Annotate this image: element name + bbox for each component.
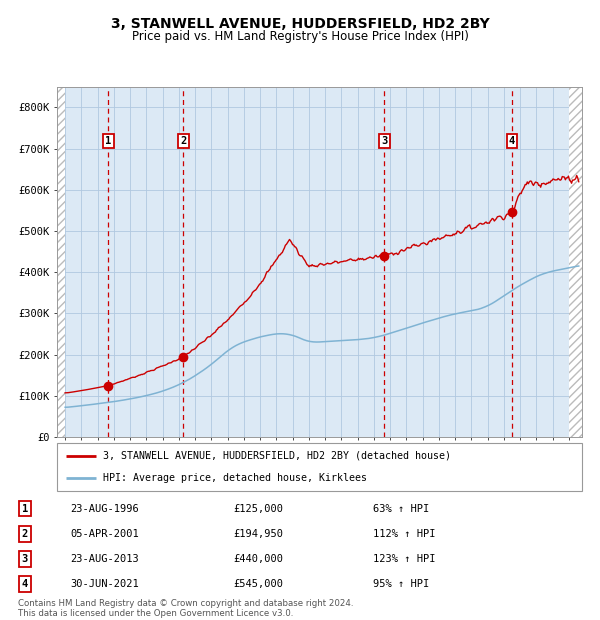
Text: 2: 2	[180, 136, 186, 146]
Text: 3: 3	[381, 136, 388, 146]
Bar	[57, 87, 65, 437]
Text: HPI: Average price, detached house, Kirklees: HPI: Average price, detached house, Kirk…	[103, 473, 367, 483]
Text: Price paid vs. HM Land Registry's House Price Index (HPI): Price paid vs. HM Land Registry's House …	[131, 30, 469, 43]
Text: 95% ↑ HPI: 95% ↑ HPI	[373, 579, 429, 589]
Text: £440,000: £440,000	[233, 554, 283, 564]
Text: 63% ↑ HPI: 63% ↑ HPI	[373, 503, 429, 513]
Text: 123% ↑ HPI: 123% ↑ HPI	[373, 554, 436, 564]
Text: 2: 2	[22, 529, 28, 539]
Text: 30-JUN-2021: 30-JUN-2021	[70, 579, 139, 589]
Text: £194,950: £194,950	[233, 529, 283, 539]
Text: £545,000: £545,000	[233, 579, 283, 589]
Text: 3: 3	[22, 554, 28, 564]
Text: 4: 4	[22, 579, 28, 589]
Text: 1: 1	[105, 136, 111, 146]
FancyBboxPatch shape	[57, 443, 582, 491]
Text: Contains HM Land Registry data © Crown copyright and database right 2024.
This d: Contains HM Land Registry data © Crown c…	[18, 599, 353, 618]
Text: 112% ↑ HPI: 112% ↑ HPI	[373, 529, 436, 539]
Text: 3, STANWELL AVENUE, HUDDERSFIELD, HD2 2BY (detached house): 3, STANWELL AVENUE, HUDDERSFIELD, HD2 2B…	[103, 451, 451, 461]
Text: 1: 1	[22, 503, 28, 513]
Text: 4: 4	[509, 136, 515, 146]
Bar	[569, 87, 582, 437]
Text: 23-AUG-2013: 23-AUG-2013	[70, 554, 139, 564]
Text: 23-AUG-1996: 23-AUG-1996	[70, 503, 139, 513]
Text: 3, STANWELL AVENUE, HUDDERSFIELD, HD2 2BY: 3, STANWELL AVENUE, HUDDERSFIELD, HD2 2B…	[110, 17, 490, 32]
Text: 05-APR-2001: 05-APR-2001	[70, 529, 139, 539]
Text: £125,000: £125,000	[233, 503, 283, 513]
